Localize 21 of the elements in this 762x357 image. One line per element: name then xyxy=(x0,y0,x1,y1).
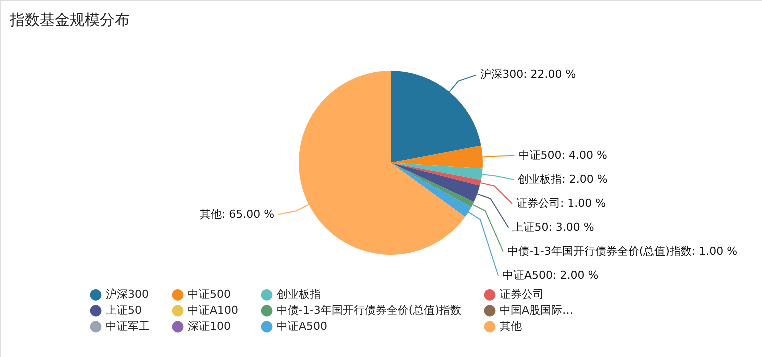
data-label: 创业板指: 2.00 % xyxy=(518,172,608,186)
legend-label: 中国A股国际… xyxy=(500,304,574,317)
data-label: 其他: 65.00 % xyxy=(200,208,275,221)
chart-title: 指数基金规模分布 xyxy=(9,11,130,29)
legend-label: 证券公司 xyxy=(500,288,544,302)
legend-label: 中证A500 xyxy=(277,320,328,333)
data-label: 中证500: 4.00 % xyxy=(518,148,608,162)
legend-label: 上证50 xyxy=(106,304,142,317)
data-label: 中债-1-3年国开行债券全价(总值)指数: 1.00 % xyxy=(507,244,738,258)
legend-label: 中证军工 xyxy=(106,320,150,333)
data-label: 上证50: 3.00 % xyxy=(512,220,594,234)
legend-label: 深证100 xyxy=(188,320,231,333)
legend-label: 中证500 xyxy=(188,288,231,302)
legend-label: 创业板指 xyxy=(277,288,321,302)
data-label: 沪深300: 22.00 % xyxy=(480,68,576,82)
data-label: 中证A500: 2.00 % xyxy=(502,268,599,282)
legend-label: 沪深300 xyxy=(106,288,149,302)
legend-label: 中证A100 xyxy=(188,304,239,317)
legend-label: 中债-1-3年国开行债券全价(总值)指数 xyxy=(277,304,462,317)
legend-label: 其他 xyxy=(500,320,522,333)
data-label: 证券公司: 1.00 % xyxy=(516,196,606,210)
